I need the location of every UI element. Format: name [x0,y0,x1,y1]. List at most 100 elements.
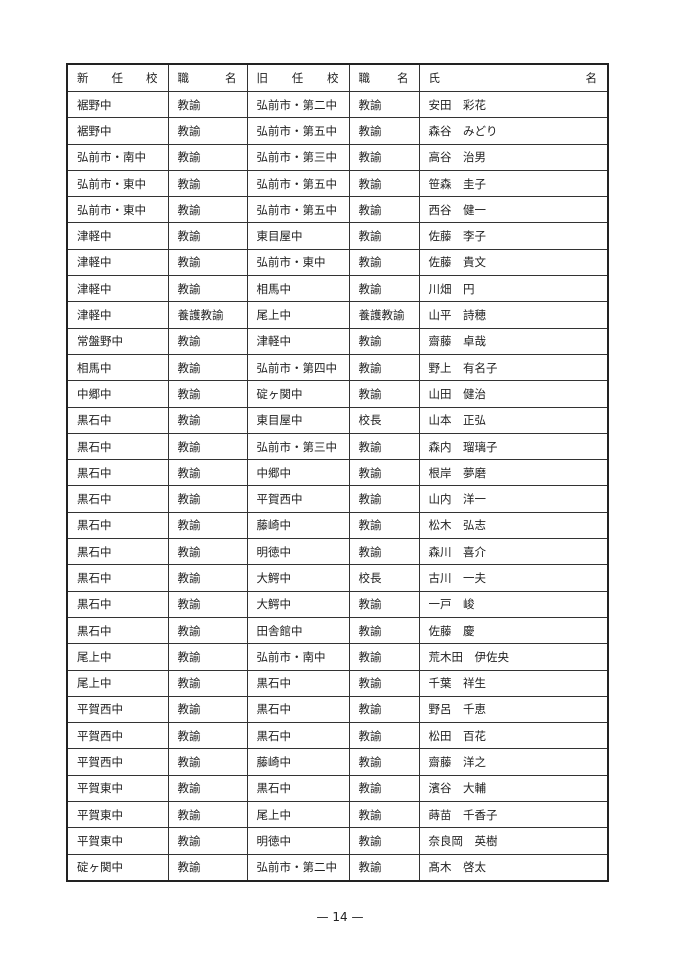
cell-new-school: 黒石中 [66,616,169,645]
cell-name: 蒔苗 千香子 [418,801,609,829]
cell-former-school: 大鰐中 [246,564,350,592]
cell-name: 佐藤 李子 [418,222,609,250]
table-row: 黒石中 教諭 大鰐中 教諭 一戸 峻 [66,590,609,618]
table-row: 尾上中 教諭 黒石中 教諭 千葉 祥生 [66,669,609,697]
cell-new-position: 教諭 [167,616,248,645]
table-row: 平賀西中 教諭 藤崎中 教諭 齋藤 洋之 [66,748,609,776]
table-row: 黒石中 教諭 東目屋中 校長 山本 正弘 [66,406,609,434]
cell-new-position: 教諭 [167,801,248,829]
cell-new-school: 尾上中 [66,643,169,671]
cell-new-position: 教諭 [167,695,248,724]
cell-former-school: 中郷中 [246,459,350,487]
cell-new-school: 津軽中 [66,275,169,303]
header-char: 旧 [256,71,269,85]
cell-former-position: 教諭 [348,169,420,198]
cell-former-school: 弘前市・第二中 [246,853,350,882]
cell-new-school: 平賀東中 [66,774,169,803]
header-char: 新 [77,71,89,85]
table-row: 平賀東中 教諭 明徳中 教諭 奈良岡 英樹 [66,827,609,855]
cell-former-position: 教諭 [348,538,420,566]
cell-name: 山平 詩穂 [418,301,609,329]
cell-new-school: 弘前市・東中 [66,169,169,198]
cell-new-school: 黒石中 [66,511,169,540]
cell-name: 荒木田 伊佐央 [418,643,609,671]
table-row: 津軽中 養護教諭 尾上中 養護教諭 山平 詩穂 [66,301,609,329]
cell-new-position: 教諭 [167,853,248,882]
cell-former-position: 教諭 [348,695,420,724]
cell-former-position: 校長 [348,564,420,592]
cell-new-position: 教諭 [167,643,248,671]
cell-former-position: 教諭 [348,380,420,408]
cell-new-position: 教諭 [167,485,248,513]
cell-new-school: 黒石中 [66,459,169,487]
cell-former-position: 教諭 [348,853,420,882]
cell-new-school: 黒石中 [66,406,169,434]
cell-new-position: 教諭 [167,511,248,540]
cell-former-school: 碇ヶ関中 [246,380,350,408]
cell-new-position: 教諭 [167,222,248,250]
cell-former-school: 黒石中 [246,774,350,803]
cell-new-school: 津軽中 [66,248,169,277]
cell-name: 森内 瑠璃子 [418,432,609,461]
cell-former-position: 校長 [348,406,420,434]
cell-new-school: 黒石中 [66,538,169,566]
cell-new-school: 裾野中 [66,117,169,145]
cell-new-position: 教諭 [167,380,248,408]
cell-former-position: 教諭 [348,722,420,750]
cell-new-position: 教諭 [167,90,248,119]
cell-former-school: 大鰐中 [246,590,350,618]
table-row: 弘前市・東中 教諭 弘前市・第五中 教諭 笹森 圭子 [66,169,609,198]
cell-new-position: 教諭 [167,590,248,618]
cell-name: 濱谷 大輔 [418,774,609,803]
cell-former-school: 東目屋中 [246,406,350,434]
cell-name: 佐藤 慶 [418,616,609,645]
cell-former-school: 藤崎中 [246,511,350,540]
header-new-school: 新任校 [66,63,169,92]
cell-new-position: 教諭 [167,459,248,487]
cell-former-school: 弘前市・第二中 [246,90,350,119]
cell-name: 齋藤 卓哉 [418,327,609,355]
header-new-position: 職名 [167,63,248,92]
cell-new-position: 教諭 [167,538,248,566]
cell-former-position: 教諭 [348,222,420,250]
cell-name: 高谷 治男 [418,143,609,171]
cell-former-position: 教諭 [348,485,420,513]
cell-former-school: 藤崎中 [246,748,350,776]
cell-name: 佐藤 貴文 [418,248,609,277]
cell-new-position: 教諭 [167,748,248,776]
cell-former-school: 弘前市・第五中 [246,169,350,198]
cell-former-position: 教諭 [348,196,420,224]
table-row: 黒石中 教諭 弘前市・第三中 教諭 森内 瑠璃子 [66,432,609,461]
cell-former-position: 養護教諭 [348,301,420,329]
cell-former-school: 弘前市・南中 [246,643,350,671]
cell-new-position: 教諭 [167,432,248,461]
table-row: 津軽中 教諭 東目屋中 教諭 佐藤 李子 [66,222,609,250]
cell-new-position: 教諭 [167,353,248,382]
table-header-row: 新任校職名旧任校職名氏名 [66,63,609,92]
cell-new-school: 碇ヶ関中 [66,853,169,882]
header-char: 名 [585,71,598,85]
cell-name: 川畑 円 [418,275,609,303]
cell-new-school: 津軽中 [66,301,169,329]
cell-new-school: 黒石中 [66,485,169,513]
table-row: 平賀東中 教諭 黒石中 教諭 濱谷 大輔 [66,774,609,803]
cell-new-position: 教諭 [167,774,248,803]
cell-new-position: 教諭 [167,722,248,750]
cell-new-position: 教諭 [167,827,248,855]
cell-former-position: 教諭 [348,327,420,355]
cell-new-school: 黒石中 [66,564,169,592]
cell-new-school: 津軽中 [66,222,169,250]
cell-name: 森谷 みどり [418,117,609,145]
cell-new-position: 養護教諭 [167,301,248,329]
cell-former-position: 教諭 [348,432,420,461]
cell-former-school: 黒石中 [246,669,350,697]
cell-name: 山内 洋一 [418,485,609,513]
cell-name: 笹森 圭子 [418,169,609,198]
cell-new-school: 弘前市・南中 [66,143,169,171]
cell-new-position: 教諭 [167,196,248,224]
cell-name: 千葉 祥生 [418,669,609,697]
page-number: — 14 — [316,910,364,924]
table-row: 平賀西中 教諭 黒石中 教諭 野呂 千恵 [66,695,609,724]
header-char: 名 [225,71,237,85]
table-row: 黒石中 教諭 藤崎中 教諭 松木 弘志 [66,511,609,540]
